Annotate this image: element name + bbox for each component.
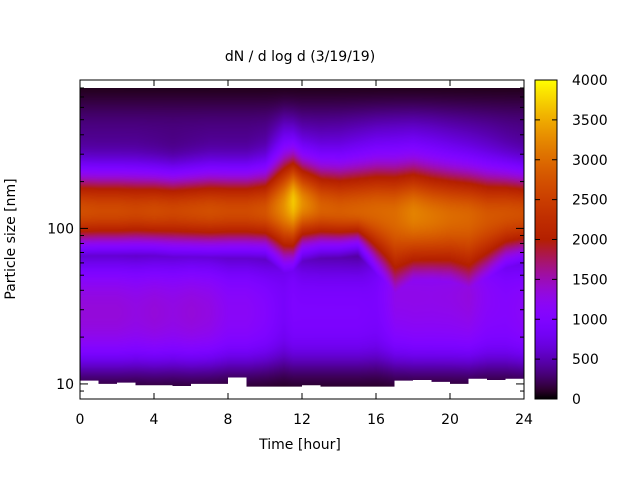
colorbar-tick-label: 4000 — [572, 73, 608, 89]
y-tick-label: 10 — [56, 377, 74, 393]
colorbar-tick-label: 3500 — [572, 113, 608, 129]
colorbar-axis: 0 500 1000 1500 2000 2500 3000 3500 4000 — [535, 73, 608, 408]
colorbar-tick-label: 1000 — [572, 312, 608, 328]
x-axis-label: Time [hour] — [258, 437, 341, 453]
y-axis: 10 100 — [47, 87, 524, 393]
y-axis-label: Particle size [nm] — [3, 178, 19, 299]
x-tick-label: 8 — [224, 412, 233, 428]
x-tick-label: 16 — [367, 412, 385, 428]
colorbar-tick-label: 2000 — [572, 233, 608, 249]
colorbar-tick-label: 2500 — [572, 193, 608, 209]
below-detection-region — [80, 377, 524, 399]
x-axis: 0 4 8 12 16 20 24 — [76, 80, 533, 428]
colorbar-tick-label: 3000 — [572, 153, 608, 169]
y-tick-label: 100 — [47, 221, 74, 237]
x-tick-label: 4 — [150, 412, 159, 428]
colorbar-tick-label: 1500 — [572, 272, 608, 288]
plot-area — [80, 80, 524, 399]
x-tick-label: 12 — [293, 412, 311, 428]
chart-title: dN / d log d (3/19/19) — [225, 49, 375, 65]
colorbar-tick-label: 500 — [572, 352, 599, 368]
x-tick-label: 0 — [76, 412, 85, 428]
colorbar-tick-label: 0 — [572, 392, 581, 408]
heatmap-image — [80, 80, 524, 399]
x-tick-label: 20 — [441, 412, 459, 428]
x-tick-label: 24 — [515, 412, 533, 428]
